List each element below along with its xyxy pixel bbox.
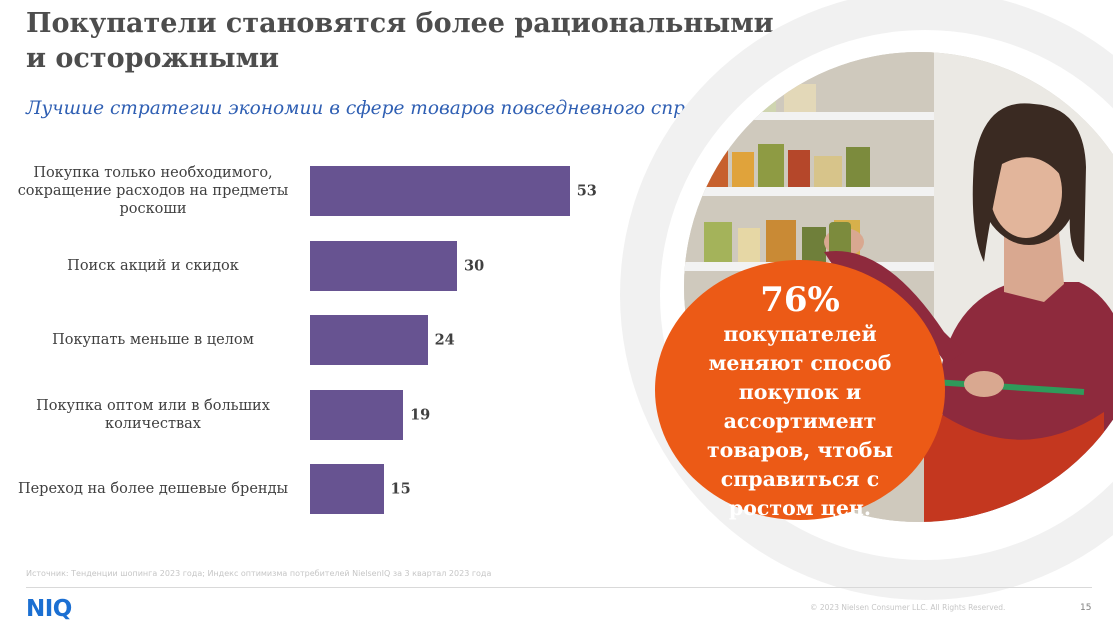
source-note: Источник: Тенденции шопинга 2023 года; И… (26, 569, 492, 578)
bar-chart: Покупка только необходимого, сокращение … (17, 165, 597, 514)
category-label: Покупать меньше в целом (52, 332, 254, 348)
data-label: 24 (434, 331, 455, 349)
stat-text: покупателей меняют способ покупок и ассо… (706, 322, 894, 520)
page-title: Покупатели становятся более рациональным… (26, 8, 774, 74)
footer-divider (26, 587, 1092, 588)
chart-subtitle: Лучшие стратегии экономии в сфере товаро… (26, 98, 718, 119)
category-label: Покупка только необходимого, сокращение … (17, 165, 289, 217)
bar (310, 389, 404, 440)
data-label: 15 (390, 480, 411, 498)
bar (310, 166, 570, 216)
category-label: Покупка оптом или в больших количествах (36, 397, 270, 432)
niq-logo: NIQ (26, 596, 72, 622)
stat-callout: 76% покупателей меняют способ покупок и … (655, 260, 945, 520)
stat-number: 76% (760, 280, 840, 320)
data-label: 19 (410, 406, 431, 423)
copyright: © 2023 Nielsen Consumer LLC. All Rights … (810, 603, 1006, 612)
bar (310, 240, 457, 291)
bar (310, 464, 384, 514)
bar (310, 315, 428, 365)
data-label: 30 (464, 257, 485, 274)
category-label: Поиск акций и скидок (67, 257, 239, 274)
category-label: Переход на более дешевые бренды (17, 481, 289, 497)
page-number: 15 (1080, 603, 1092, 613)
data-label: 53 (576, 182, 597, 200)
